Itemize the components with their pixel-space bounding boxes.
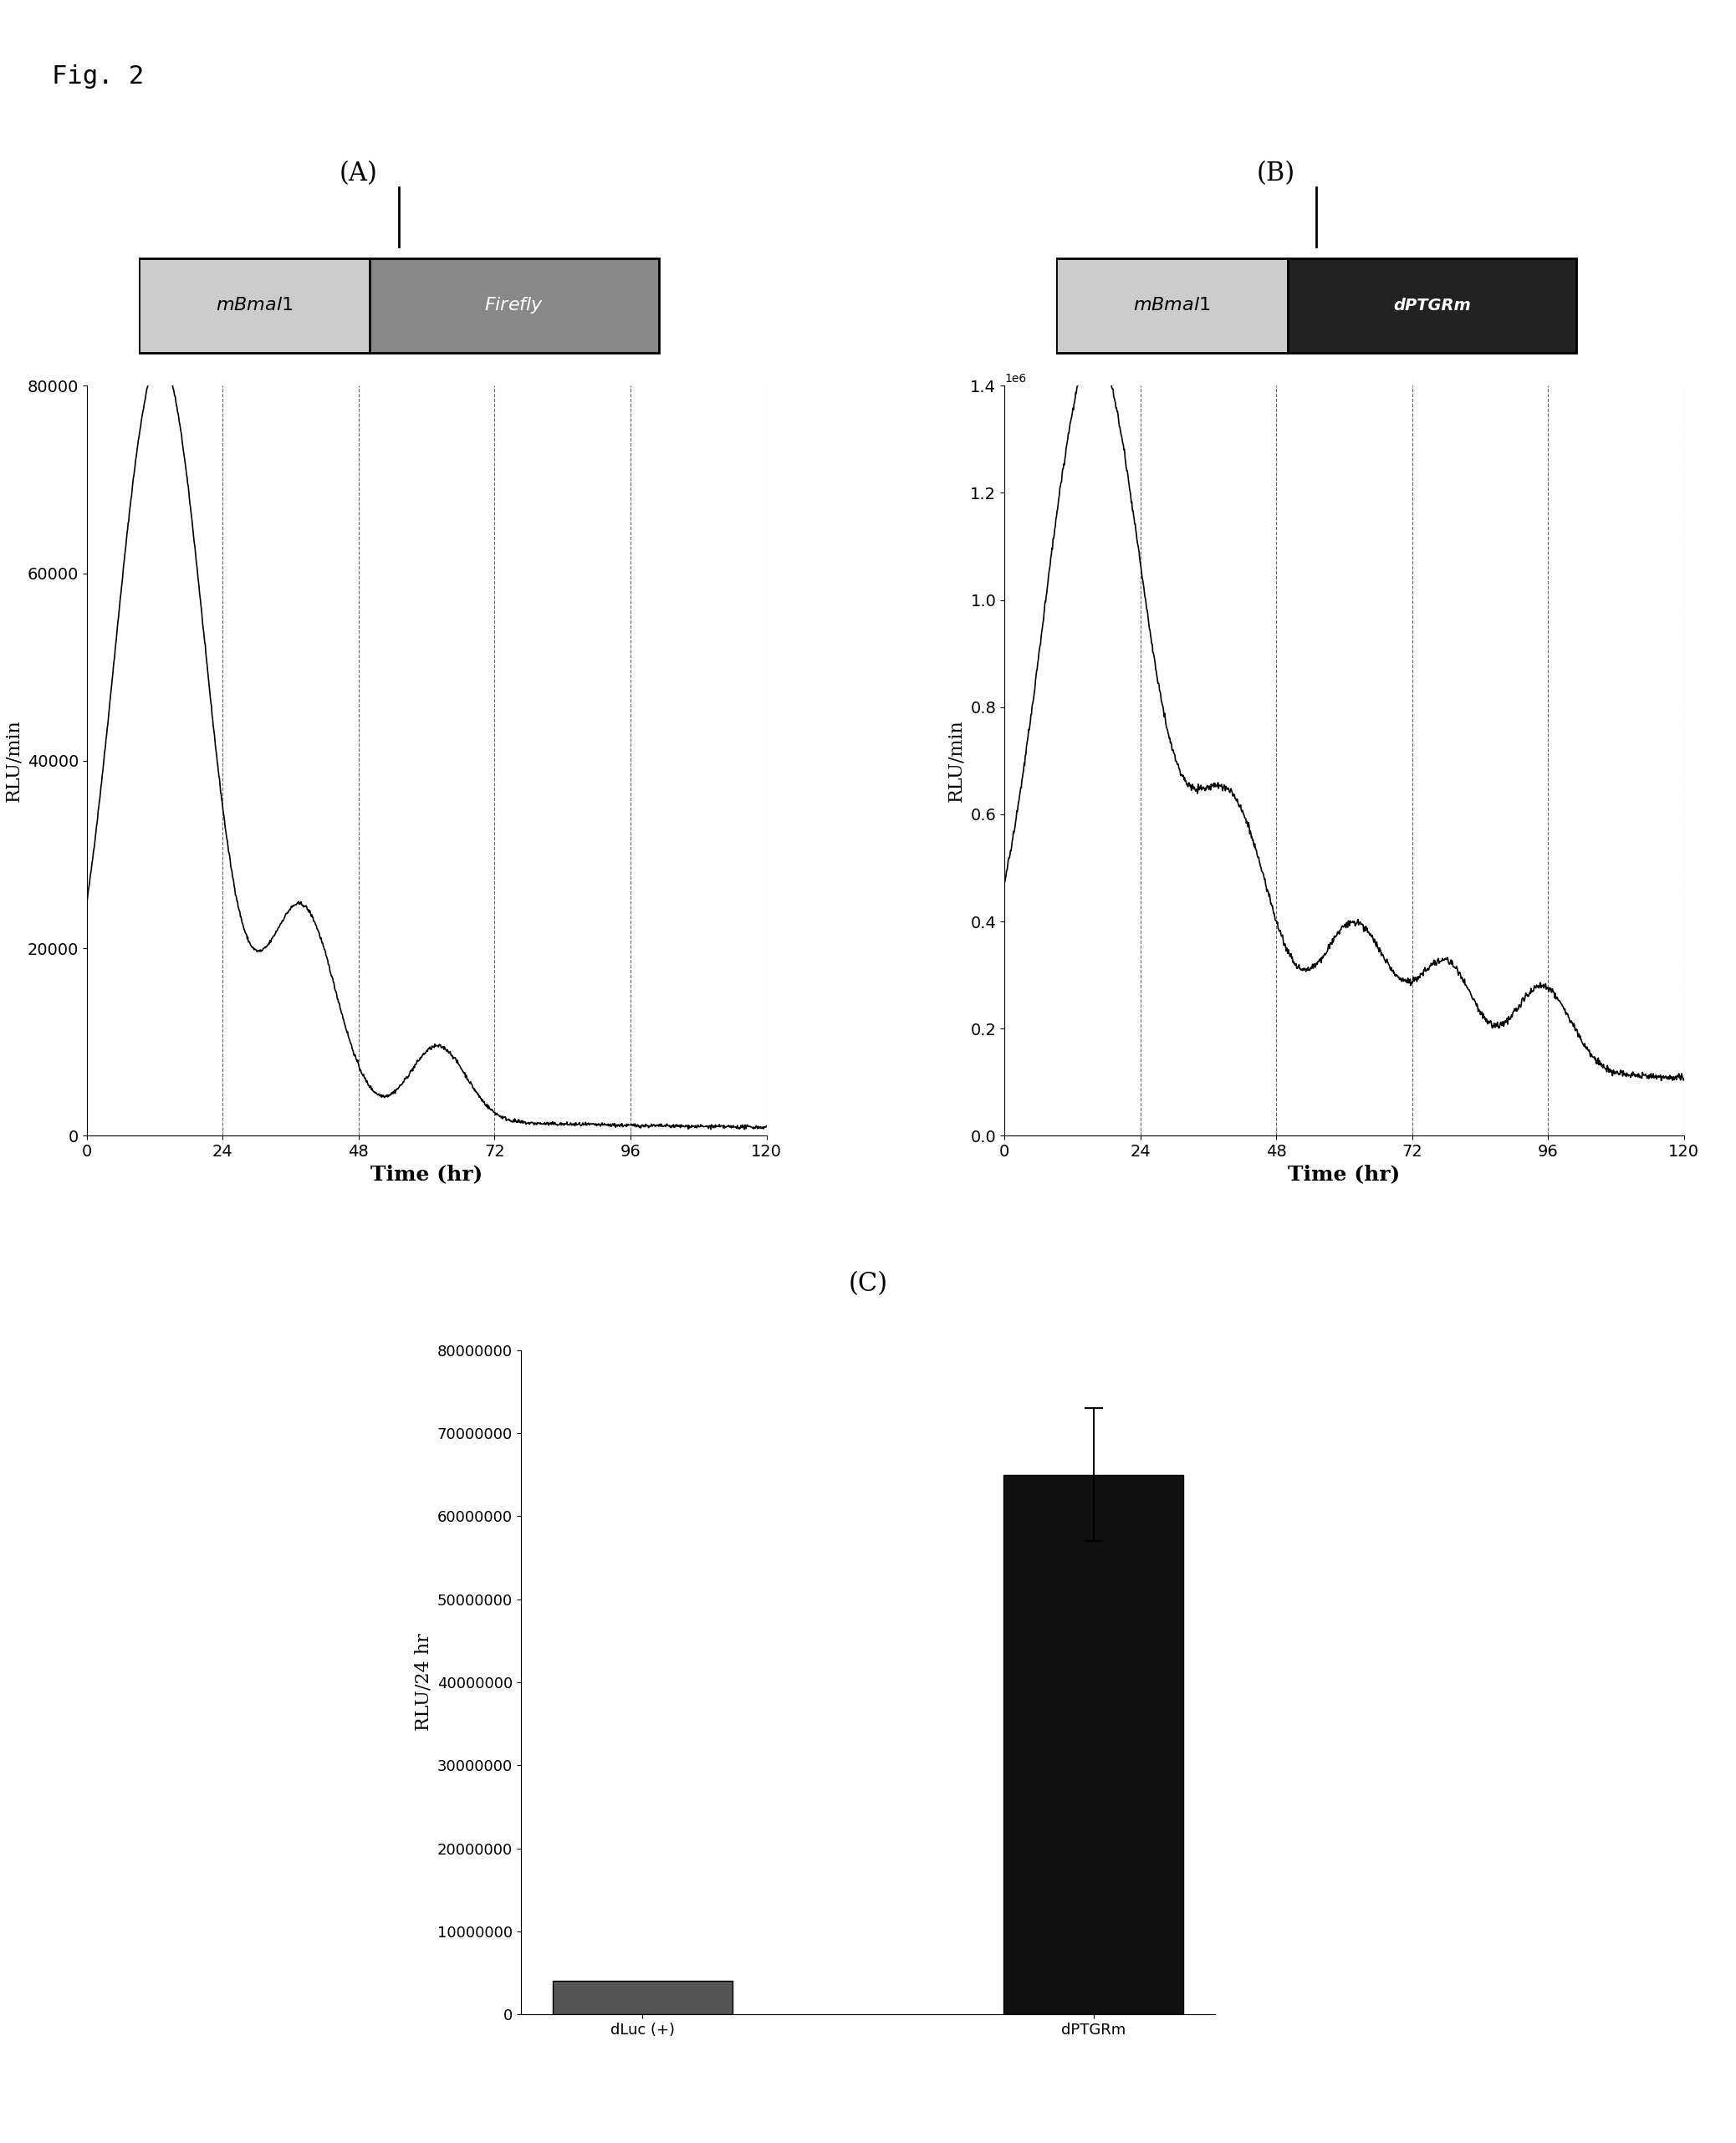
- Text: (A): (A): [340, 161, 378, 186]
- Text: $\it{Firefly}$: $\it{Firefly}$: [484, 296, 543, 315]
- Text: (B): (B): [1257, 161, 1295, 186]
- Text: $\it{mBmal1}$: $\it{mBmal1}$: [215, 298, 293, 313]
- Y-axis label: RLU/min: RLU/min: [948, 720, 965, 801]
- Text: (C): (C): [849, 1271, 887, 1297]
- Bar: [552, 1980, 733, 2014]
- FancyBboxPatch shape: [1288, 257, 1576, 351]
- FancyBboxPatch shape: [370, 257, 658, 351]
- Text: dPTGRm: dPTGRm: [1392, 298, 1470, 313]
- Text: Fig. 2: Fig. 2: [52, 64, 144, 88]
- X-axis label: Time (hr): Time (hr): [370, 1164, 483, 1185]
- Y-axis label: RLU/24 hr: RLU/24 hr: [415, 1633, 432, 1732]
- Text: $\it{mBmal1}$: $\it{mBmal1}$: [1134, 298, 1210, 313]
- X-axis label: Time (hr): Time (hr): [1288, 1164, 1401, 1185]
- FancyBboxPatch shape: [139, 257, 370, 351]
- FancyBboxPatch shape: [1057, 257, 1288, 351]
- Y-axis label: RLU/min: RLU/min: [3, 720, 23, 801]
- Bar: [1003, 1474, 1184, 2014]
